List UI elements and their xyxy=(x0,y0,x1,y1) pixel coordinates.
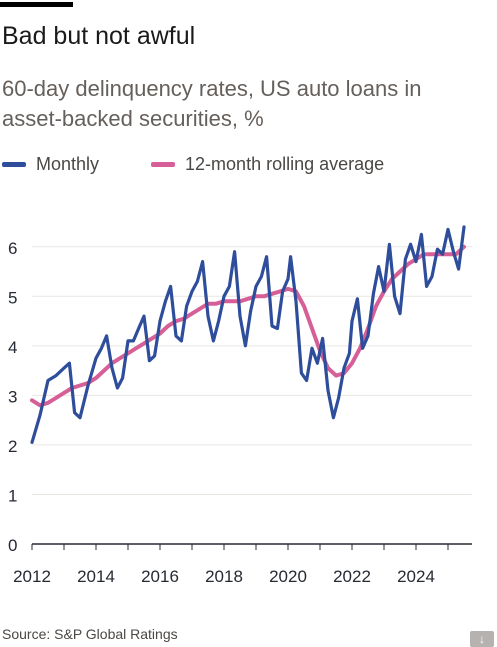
source-note: Source: S&P Global Ratings xyxy=(2,626,178,642)
download-icon[interactable]: ↓ xyxy=(470,631,494,647)
chart-subtitle: 60-day delinquency rates, US auto loans … xyxy=(2,76,422,131)
x-tick-label: 2024 xyxy=(397,567,435,586)
y-tick-label: 5 xyxy=(8,288,17,307)
y-tick-label: 1 xyxy=(8,486,17,505)
chart-legend: Monthly 12-month rolling average xyxy=(2,154,384,175)
legend-swatch-rolling xyxy=(151,162,176,167)
x-tick-label: 2014 xyxy=(77,567,115,586)
y-tick-label: 0 xyxy=(8,536,17,555)
legend-label-monthly: Monthly xyxy=(36,154,100,174)
legend-item-monthly: Monthly xyxy=(2,154,99,175)
x-tick-label: 2022 xyxy=(333,567,371,586)
x-tick-label: 2020 xyxy=(269,567,307,586)
y-tick-label: 4 xyxy=(8,338,17,357)
legend-label-rolling: 12-month rolling average xyxy=(185,154,385,174)
line-chart: 0 1 2 3 4 5 6 2012 2014 2016 2018 2020 2022 2024 xyxy=(8,225,472,586)
y-tick-label: 2 xyxy=(8,437,17,456)
y-tick-label: 6 xyxy=(8,239,17,258)
legend-item-rolling: 12-month rolling average xyxy=(151,154,384,175)
brand-top-bar xyxy=(0,2,73,7)
x-tick-label: 2012 xyxy=(13,567,51,586)
x-tick-label: 2016 xyxy=(141,567,179,586)
chart-title: Bad but not awful xyxy=(2,22,196,50)
legend-swatch-monthly xyxy=(2,162,26,167)
x-tick-label: 2018 xyxy=(205,567,243,586)
y-tick-label: 3 xyxy=(8,387,17,406)
series-line-monthly xyxy=(30,225,466,444)
